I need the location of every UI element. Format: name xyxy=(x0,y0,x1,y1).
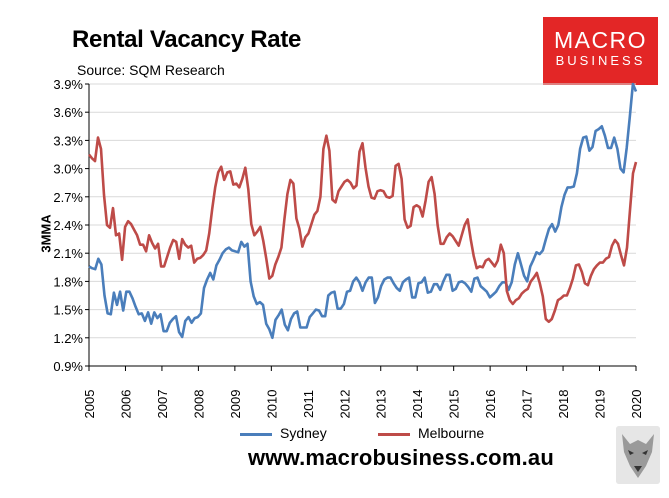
macrobusiness-logo: MACRO BUSINESS xyxy=(543,17,658,85)
legend-swatch-sydney xyxy=(240,432,272,436)
website-url: www.macrobusiness.com.au xyxy=(248,445,554,470)
y-tick-labels: 0.9% 1.2% 1.5% 1.8% 2.1% 2.4% 2.7% 3.0% 3.3% 3.6%… xyxy=(53,77,83,374)
logo-line-2: BUSINESS xyxy=(555,53,646,68)
x-tick-label: 2017 xyxy=(520,390,535,419)
x-tick-label: 2010 xyxy=(264,390,279,419)
y-tick-label: 2.1% xyxy=(53,246,83,261)
x-tick-label: 2016 xyxy=(483,390,498,419)
axes xyxy=(85,83,637,371)
y-tick-label: 3.0% xyxy=(53,162,83,177)
legend-swatch-melbourne xyxy=(378,432,410,436)
chart-title: Rental Vacancy Rate xyxy=(72,26,302,53)
legend-item-sydney: Sydney xyxy=(240,425,327,441)
series-lines xyxy=(87,82,638,340)
x-tick-label: 2006 xyxy=(118,390,133,419)
x-tick-label: 2011 xyxy=(301,390,316,418)
y-tick-label: 3.3% xyxy=(53,133,83,148)
y-tick-label: 1.5% xyxy=(53,303,83,318)
x-tick-label: 2013 xyxy=(374,390,389,419)
x-tick-label: 2007 xyxy=(155,390,170,419)
x-tick-label: 2015 xyxy=(447,390,462,419)
x-tick-label: 2009 xyxy=(228,390,243,419)
y-tick-label: 0.9% xyxy=(53,359,83,374)
series-line-melbourne xyxy=(87,134,638,324)
legend-label-sydney: Sydney xyxy=(280,425,327,441)
y-tick-label: 3.9% xyxy=(53,77,83,92)
logo-line-1: MACRO xyxy=(553,27,648,53)
x-tick-label: 2014 xyxy=(410,390,425,419)
series-line-sydney xyxy=(88,82,638,340)
gridlines xyxy=(89,83,636,339)
legend-label-melbourne: Melbourne xyxy=(418,425,485,441)
y-tick-label: 1.2% xyxy=(53,331,83,346)
x-tick-label: 2005 xyxy=(82,390,97,419)
y-tick-label: 3.6% xyxy=(53,105,83,120)
chart-source: Source: SQM Research xyxy=(77,62,225,78)
x-tick-labels: 2005 2006 2007 2008 2009 2010 2011 2012 2013 2014… xyxy=(82,390,644,419)
y-tick-label: 2.4% xyxy=(53,218,83,233)
wolf-logo-icon xyxy=(616,426,660,484)
y-tick-label: 2.7% xyxy=(53,190,83,205)
x-tick-label: 2020 xyxy=(629,390,644,419)
legend-item-melbourne: Melbourne xyxy=(378,425,484,441)
x-tick-label: 2018 xyxy=(556,390,571,419)
x-tick-label: 2012 xyxy=(337,390,352,419)
y-tick-label: 1.8% xyxy=(53,274,83,289)
x-tick-label: 2019 xyxy=(593,390,608,419)
x-tick-label: 2008 xyxy=(191,390,206,419)
